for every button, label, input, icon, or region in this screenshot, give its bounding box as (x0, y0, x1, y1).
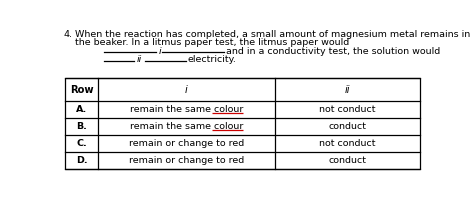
Text: B.: B. (76, 122, 87, 131)
Text: ii: ii (137, 55, 142, 64)
Text: remain the same colour: remain the same colour (130, 122, 243, 131)
Text: the beaker. In a litmus paper test, the litmus paper would: the beaker. In a litmus paper test, the … (75, 38, 349, 47)
Text: electricity.: electricity. (188, 55, 237, 64)
Text: D.: D. (76, 156, 88, 165)
Text: When the reaction has completed, a small amount of magnesium metal remains in: When the reaction has completed, a small… (75, 30, 470, 39)
Text: remain or change to red: remain or change to red (129, 139, 244, 148)
Text: i: i (158, 47, 161, 56)
Text: remain the same colour: remain the same colour (130, 105, 243, 114)
Text: Row: Row (70, 85, 93, 95)
Text: and in a conductivity test, the solution would: and in a conductivity test, the solution… (226, 47, 440, 56)
Text: not conduct: not conduct (319, 105, 376, 114)
Text: not conduct: not conduct (319, 139, 376, 148)
Bar (65, 78, 420, 169)
Text: A.: A. (76, 105, 87, 114)
Text: C.: C. (76, 139, 87, 148)
Text: 4.: 4. (63, 30, 72, 39)
Text: conduct: conduct (328, 156, 366, 165)
Text: i: i (185, 85, 188, 95)
Text: remain or change to red: remain or change to red (129, 156, 244, 165)
Text: conduct: conduct (328, 122, 366, 131)
Text: ii: ii (345, 85, 350, 95)
